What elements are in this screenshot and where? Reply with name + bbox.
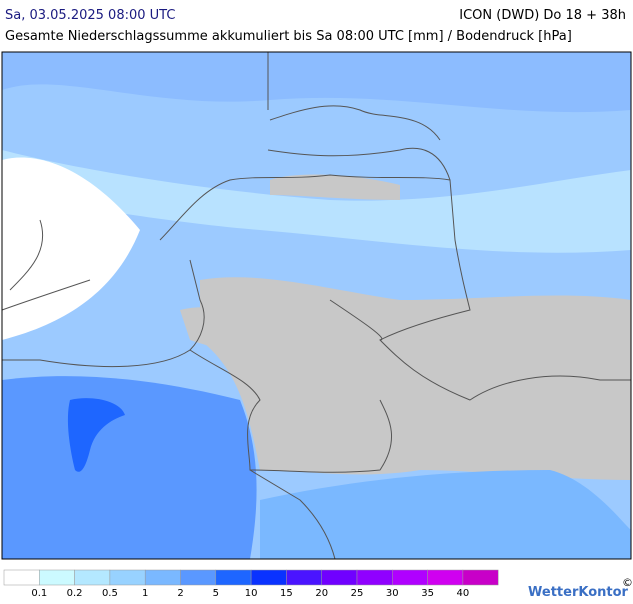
rain-area (260, 470, 631, 559)
dry-land (180, 307, 300, 360)
legend-swatch (462, 569, 499, 586)
legend-swatch (39, 569, 75, 586)
map (1, 51, 632, 560)
legend-label: 40 (457, 588, 470, 599)
legend-label: 1 (142, 588, 148, 599)
legend-label: 15 (280, 588, 293, 599)
rain-area (2, 376, 257, 559)
legend-swatch (74, 569, 111, 586)
legend-swatch (286, 569, 322, 586)
legend-label: 10 (245, 588, 258, 599)
map-title: Sa, 03.05.2025 08:00 UTC (5, 8, 175, 23)
legend-swatch (250, 569, 287, 586)
heavy-rain (67, 398, 125, 472)
legend: 0.1 0.2 0.5 1 2 5 10 15 20 25 30 35 40 (3, 569, 499, 599)
legend-swatch (180, 569, 217, 586)
legend-swatch (321, 569, 358, 586)
legend-swatch (392, 569, 428, 586)
dry-land (270, 174, 400, 200)
borders (1, 52, 631, 560)
model-run: ICON (DWD) Do 18 + 38h (459, 8, 626, 23)
legend-label: 20 (315, 588, 328, 599)
dry-area (2, 157, 140, 340)
legend-label: 0.2 (67, 588, 83, 599)
rain-band (2, 150, 631, 253)
legend-label: 30 (386, 588, 399, 599)
legend-label: 0.1 (31, 588, 47, 599)
legend-swatch (356, 569, 393, 586)
legend-swatch (3, 569, 40, 586)
legend-swatch (144, 569, 181, 586)
copyright: © (622, 576, 633, 589)
map-frame (1, 51, 632, 560)
dry-land (200, 277, 631, 480)
legend-label: 2 (177, 588, 183, 599)
legend-label: 25 (351, 588, 364, 599)
legend-label: 5 (213, 588, 219, 599)
subtitle: Gesamte Niederschlagssumme akkumuliert b… (5, 29, 572, 44)
brand: WetterKontor (528, 585, 629, 600)
legend-label: 0.5 (102, 588, 118, 599)
legend-swatch (109, 569, 146, 586)
legend-swatch (427, 569, 464, 586)
rain-band (2, 52, 631, 113)
legend-label: 35 (421, 588, 434, 599)
legend-swatch (215, 569, 252, 586)
